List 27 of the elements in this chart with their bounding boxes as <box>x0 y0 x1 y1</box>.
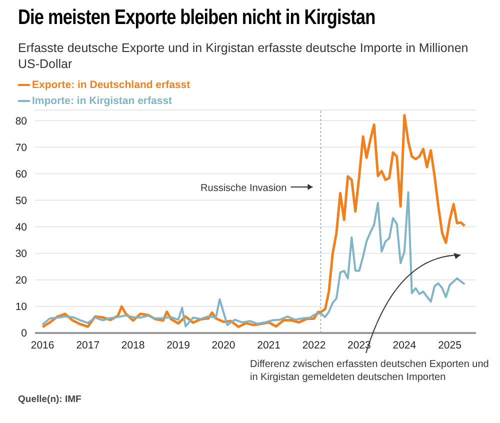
x-tick-label: 2024 <box>392 339 416 352</box>
y-tick-label: 20 <box>15 274 28 287</box>
x-tick-label: 2025 <box>438 339 462 352</box>
x-tick-label: 2017 <box>76 339 100 352</box>
y-tick-label: 50 <box>15 194 28 207</box>
x-tick-label: 2019 <box>166 339 190 352</box>
x-tick-label: 2018 <box>121 339 145 352</box>
x-tick-label: 2016 <box>30 339 54 352</box>
text: Differenz zwischen erfassten deutschen Exporten und in Kirgistan gemeldeten deutschen Importen <box>250 358 490 384</box>
y-tick-label: 80 <box>15 115 28 128</box>
legend-label: Importe: in Kirgistan erfasst <box>31 94 174 109</box>
x-tick-label: 2022 <box>302 339 326 352</box>
y-tick-label: 70 <box>15 142 28 154</box>
chart-title: Die meisten Exporte bleiben nicht in Kirgistan <box>18 6 376 30</box>
y-tick-label: 40 <box>15 222 28 234</box>
line-series <box>41 114 466 328</box>
legend-label: Exporte: in Deutschland erfasst <box>31 78 190 93</box>
y-tick-label: 10 <box>15 301 28 314</box>
chart-subtitle: Erfasste deutsche Exporte und in Kirgistan erfasste deutsche Importe in Millionen US-Dollar <box>18 40 470 72</box>
y-tick-label: 60 <box>15 168 28 180</box>
x-tick-label: 2020 <box>212 339 236 352</box>
source-note: Quelle(n): IMF <box>18 394 82 405</box>
line-series <box>42 191 466 328</box>
ref-line-label: Russische Invasion <box>200 182 287 194</box>
y-tick-label: 0 <box>21 328 28 340</box>
x-tick-label: 2021 <box>257 339 281 352</box>
y-tick-label: 30 <box>15 248 28 260</box>
